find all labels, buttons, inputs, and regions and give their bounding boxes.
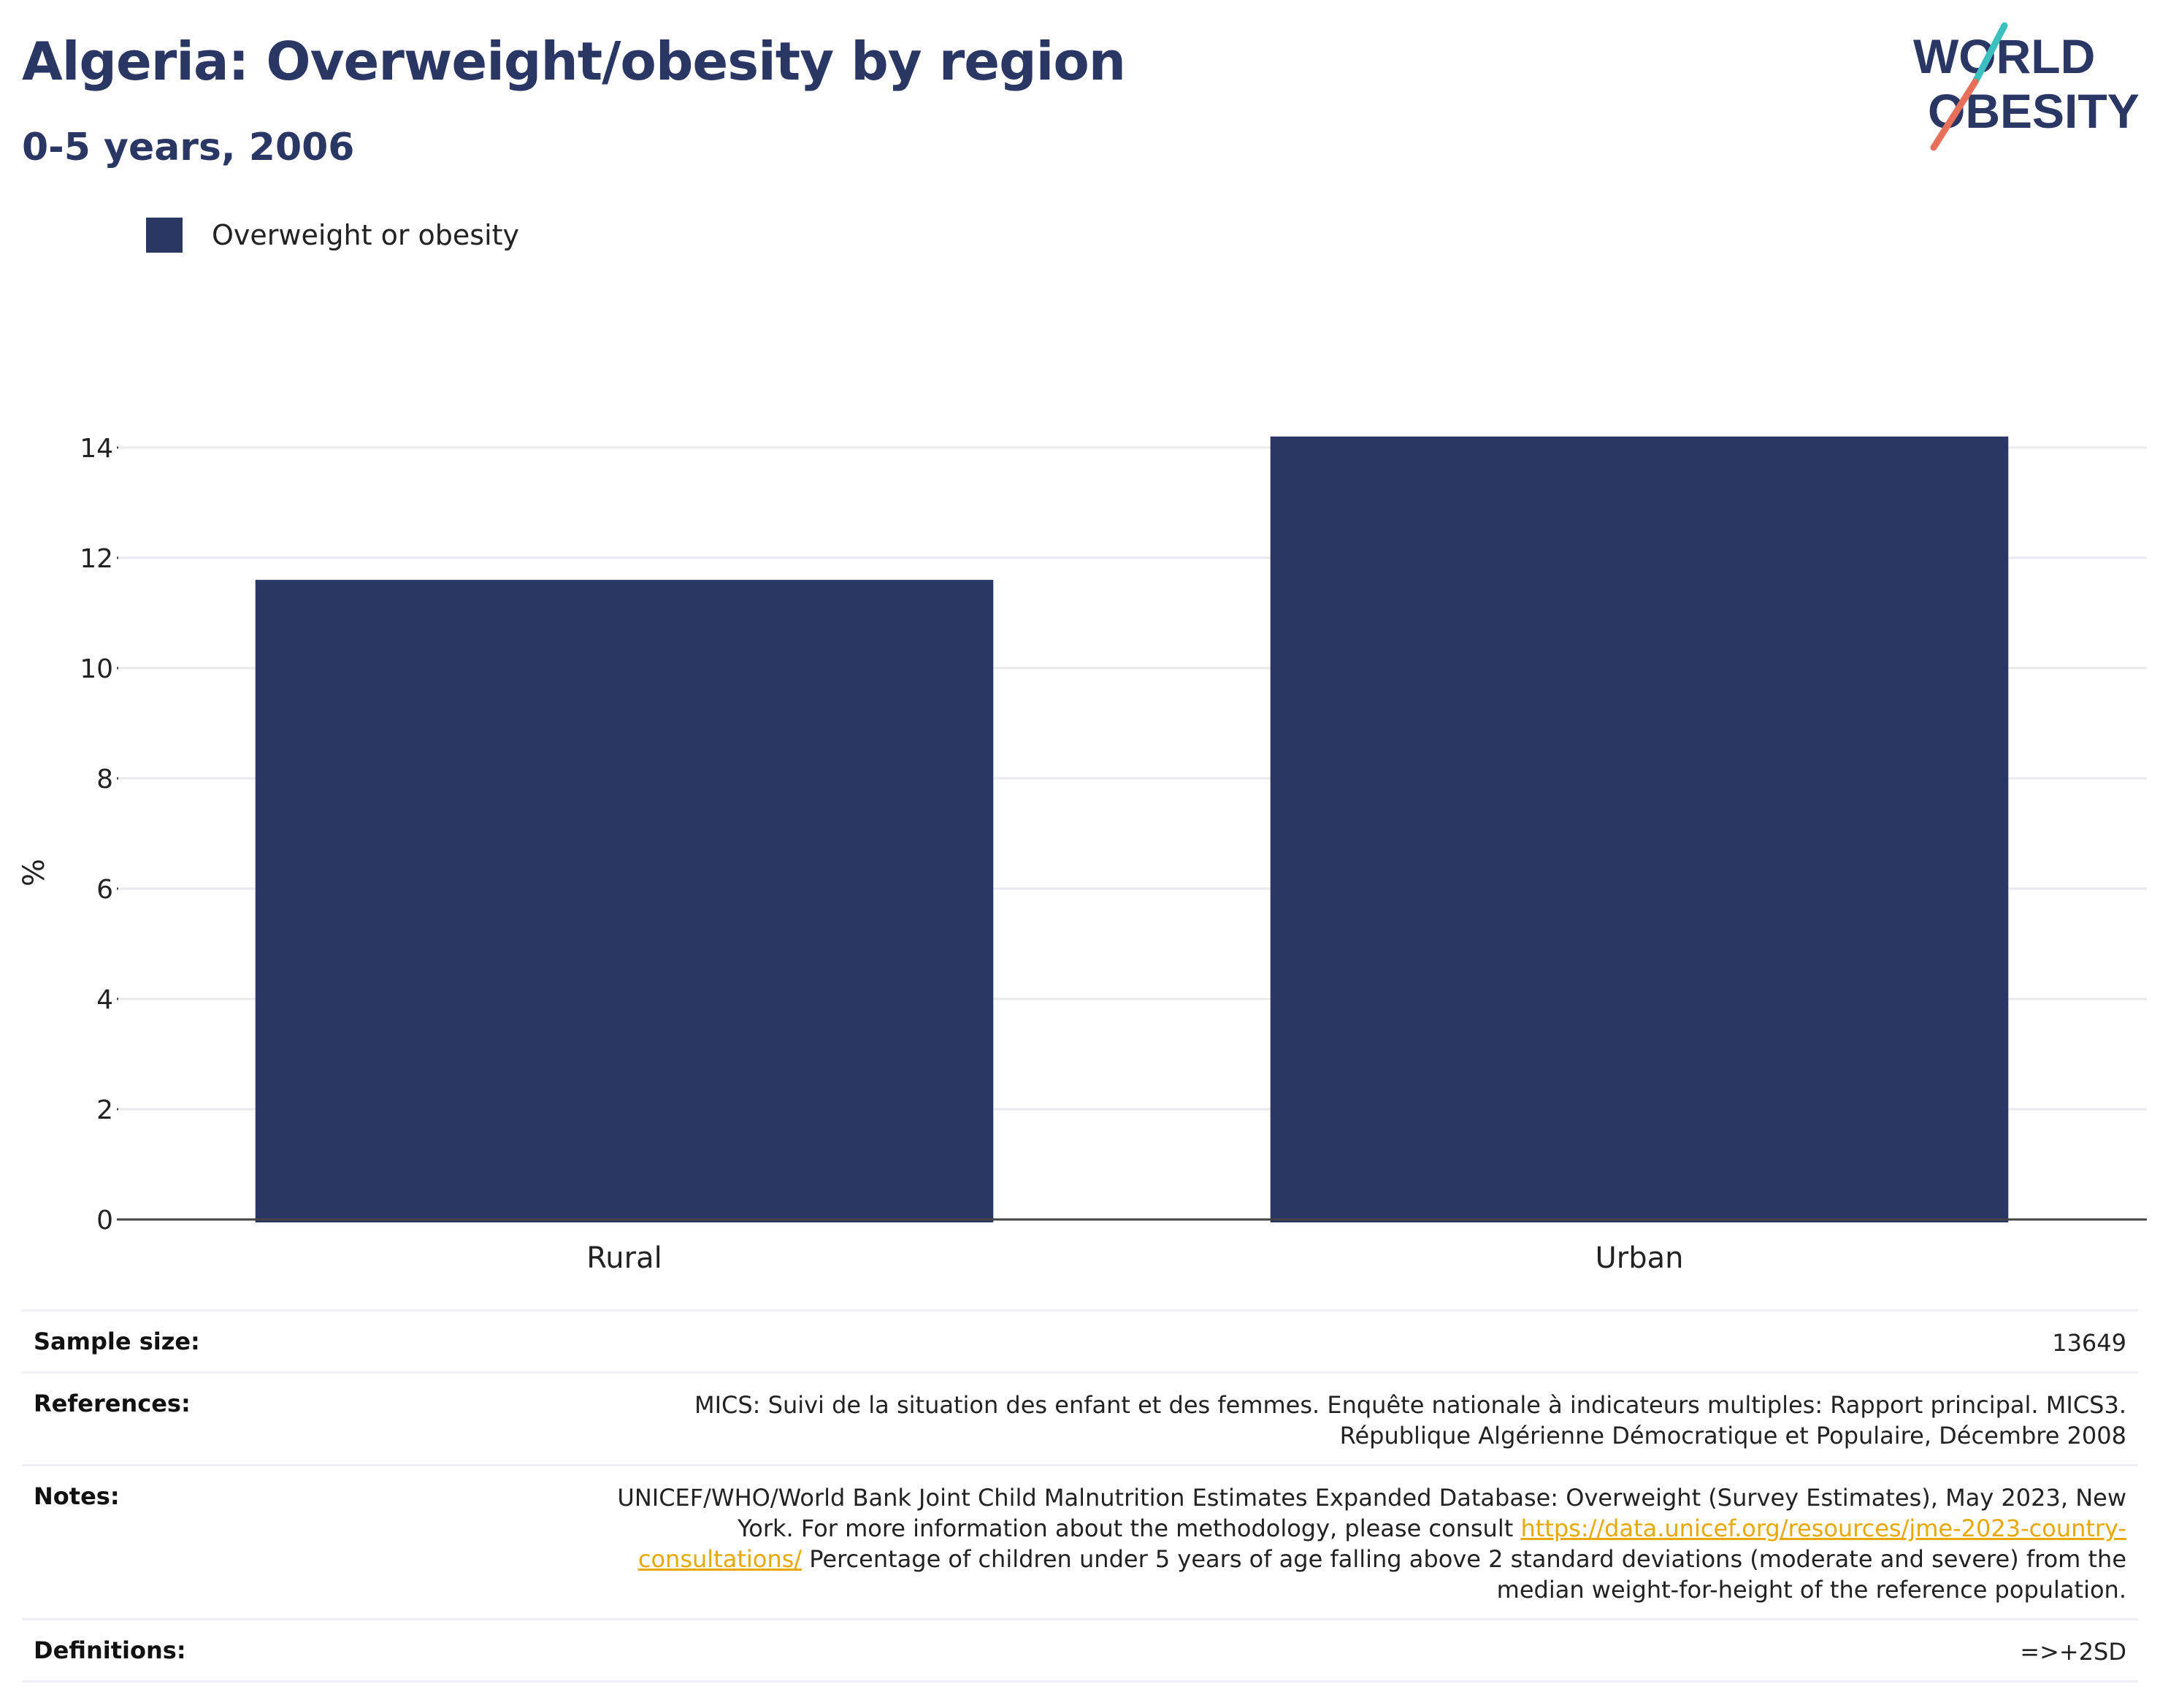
- references-label: References:: [34, 1390, 191, 1417]
- y-tick-label: 0: [96, 1206, 113, 1236]
- legend[interactable]: Overweight or obesity: [146, 218, 519, 253]
- info-row-definitions: Definitions: =>+2SD: [22, 1620, 2138, 1682]
- references-value: MICS: Suivi de la situation des enfant e…: [694, 1391, 2126, 1449]
- y-tick-label: 14: [80, 434, 113, 464]
- notes-label: Notes:: [34, 1482, 120, 1510]
- legend-swatch: [146, 218, 183, 253]
- y-tick-label: 2: [96, 1095, 113, 1125]
- notes-value: UNICEF/WHO/World Bank Joint Child Malnut…: [578, 1482, 2126, 1605]
- y-axis-label: %: [18, 859, 51, 886]
- logo-slash-coral: [1930, 78, 1979, 151]
- chart-title: Algeria: Overweight/obesity by region: [22, 31, 1126, 92]
- info-row-references: References: MICS: Suivi de la situation …: [22, 1374, 2138, 1466]
- y-tick-label: 6: [96, 875, 113, 905]
- definitions-value: =>+2SD: [2020, 1638, 2126, 1666]
- info-row-notes: Notes: UNICEF/WHO/World Bank Joint Child…: [22, 1466, 2138, 1620]
- x-category-label: Rural: [586, 1241, 662, 1275]
- y-tick-label: 10: [80, 654, 113, 684]
- legend-label: Overweight or obesity: [212, 219, 520, 251]
- notes-text-after: Percentage of children under 5 years of …: [802, 1545, 2126, 1604]
- logo-line-2: OBESITY: [1928, 84, 2140, 138]
- y-tick-label: 12: [80, 544, 113, 574]
- logo-line-1: WORLD: [1913, 29, 2095, 83]
- bar-chart: 0 2 4 6 8 10 12 14% Rural Urban: [18, 434, 2147, 1275]
- info-table: Sample size: 13649 References: MICS: Sui…: [22, 1309, 2138, 1682]
- methodology-link[interactable]: https://data.unicef.org/resources/jme-20…: [637, 1514, 2126, 1573]
- bar-rural: [255, 580, 994, 1222]
- notes-text-before: UNICEF/WHO/World Bank Joint Child Malnut…: [617, 1484, 2126, 1542]
- sample-size-value: 13649: [2052, 1329, 2126, 1357]
- world-obesity-logo: WORLD OBESITY: [1913, 22, 2140, 151]
- sample-size-label: Sample size:: [34, 1328, 200, 1355]
- y-tick-label: 4: [96, 985, 113, 1015]
- x-category-label: Urban: [1596, 1241, 1684, 1275]
- info-row-sample-size: Sample size: 13649: [22, 1311, 2138, 1374]
- definitions-label: Definitions:: [34, 1636, 186, 1664]
- logo-slash-teal: [1972, 22, 2008, 85]
- chart-subtitle: 0-5 years, 2006: [22, 126, 355, 169]
- y-tick-label: 8: [96, 765, 113, 794]
- bar-urban: [1270, 436, 2009, 1222]
